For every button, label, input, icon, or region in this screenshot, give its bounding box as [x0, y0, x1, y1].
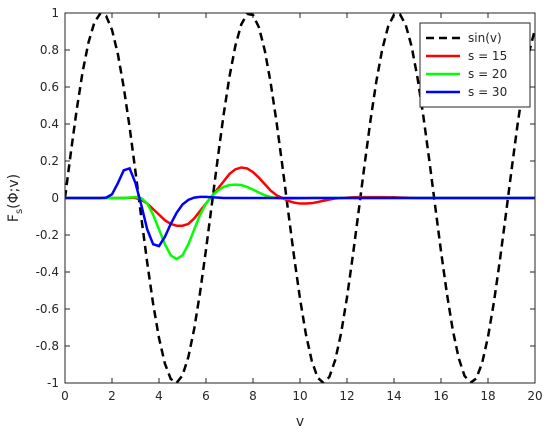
x-tick-label: 6	[202, 389, 210, 403]
x-tick-label: 2	[108, 389, 116, 403]
y-tick-label: 0.6	[40, 80, 59, 94]
series-line	[65, 13, 535, 383]
y-tick-label: 0	[51, 191, 59, 205]
y-label-main: F	[6, 214, 22, 222]
x-tick-label: 18	[480, 389, 495, 403]
y-tick-label: -0.4	[36, 265, 59, 279]
legend-label: s = 20	[468, 67, 507, 81]
legend-label: s = 30	[468, 85, 507, 99]
legend-label: s = 15	[468, 49, 507, 63]
axes-frame	[64, 12, 536, 384]
y-tick-label: 0.4	[40, 117, 59, 131]
x-tick-label: 12	[339, 389, 354, 403]
y-tick-label: 0.2	[40, 154, 59, 168]
y-axis-label: Fs(Φ;v)	[6, 174, 25, 222]
y-tick-label: -0.8	[36, 339, 59, 353]
y-tick-label: -0.6	[36, 302, 59, 316]
y-tick-label: -0.2	[36, 228, 59, 242]
y-tick-label: 0.8	[40, 43, 59, 57]
y-label-arg: (Φ;v)	[6, 174, 22, 209]
x-tick-label: 10	[292, 389, 307, 403]
x-tick-label: 0	[61, 389, 69, 403]
y-tick-label: -1	[47, 376, 59, 390]
x-axis-label: v	[296, 414, 304, 430]
y-tick-label: 1	[51, 6, 59, 20]
legend-label: sin(v)	[468, 31, 502, 45]
x-tick-label: 16	[433, 389, 448, 403]
x-tick-label: 8	[249, 389, 257, 403]
x-tick-label: 14	[386, 389, 401, 403]
x-tick-label: 20	[527, 389, 542, 403]
series-line	[65, 166, 535, 248]
x-tick-label: 4	[155, 389, 163, 403]
y-label-sub: s	[14, 209, 25, 214]
